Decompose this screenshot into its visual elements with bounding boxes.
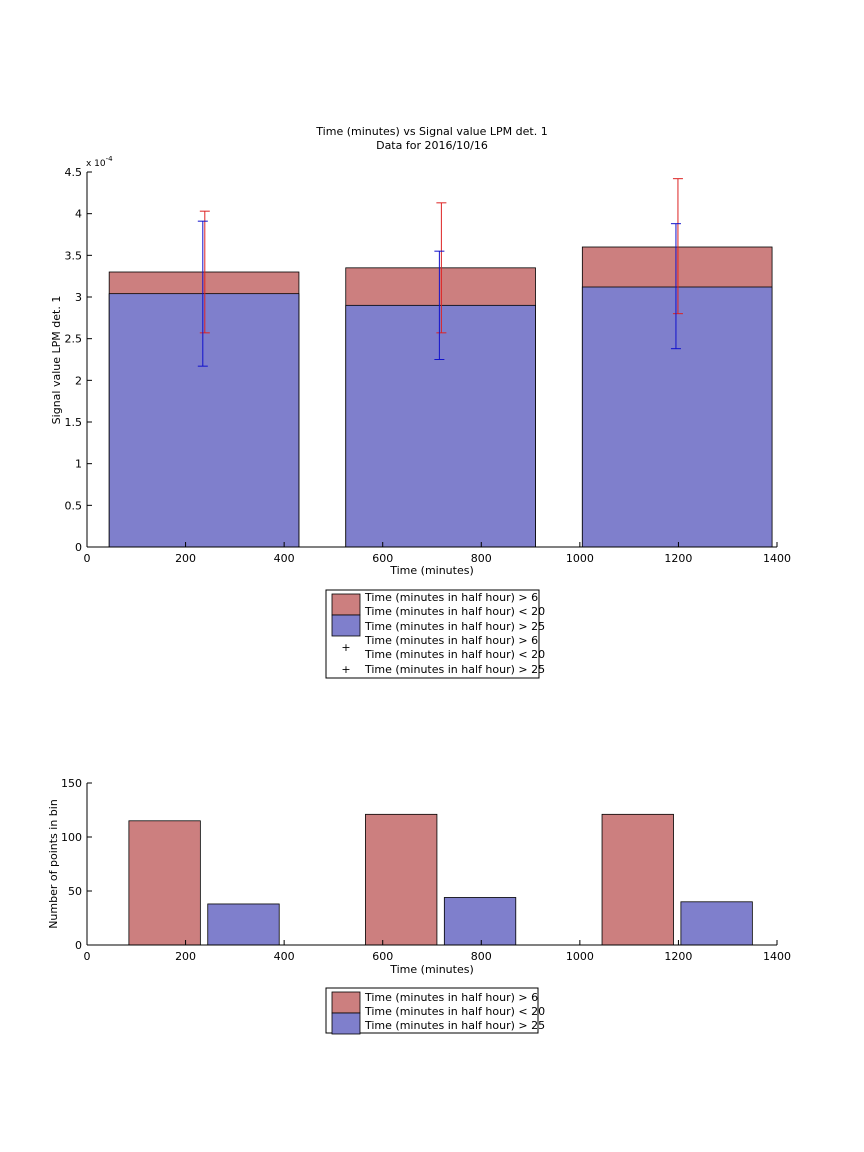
legend-patch-1 [331, 614, 361, 637]
count-bar-0 [128, 820, 201, 946]
bar-gt25-2 [581, 286, 773, 548]
chart1-axes: 0 200 400 600 800 1000 1200 1400 0 0.5 1 1.5 2 2.5 3 3.… [65, 166, 792, 565]
count-bar-5 [680, 901, 753, 946]
chart1-y-tick-label: 1 [75, 458, 82, 471]
chart1-y-tick-label: 2 [75, 374, 82, 387]
chart1-y-tick-label: 0 [75, 541, 82, 554]
count-bar-2 [365, 813, 438, 946]
chart2-xlabel: Time (minutes) [389, 963, 474, 976]
chart1-x-tick-label: 1400 [763, 552, 791, 565]
chart1-x-tick-label: 1200 [664, 552, 692, 565]
chart1-xlabel: Time (minutes) [389, 564, 474, 577]
chart1-y-exponent-power: -4 [106, 155, 114, 163]
chart1-bars [108, 246, 773, 548]
chart2-axes: 0 200 400 600 800 1000 1200 1400 0 50 100 150 [61, 777, 791, 963]
chart1-y-exponent: x 10-4 [86, 155, 113, 169]
count-bar-4 [601, 813, 674, 946]
bar-gt25-0 [108, 293, 300, 548]
chart1-x-tick-label: 400 [274, 552, 295, 565]
chart1-y-exponent-base: x 10 [86, 159, 106, 169]
chart1-ylabel: Signal value LPM det. 1 [50, 296, 63, 425]
chart1-title: Time (minutes) vs Signal value LPM det. … [315, 125, 547, 138]
chart2-x-tick-label: 1200 [664, 950, 692, 963]
legend-label-1: Time (minutes in half hour) > 25 [364, 620, 545, 633]
chart1-y-tick-label: 4.5 [65, 166, 83, 179]
legend-label-3: Time (minutes in half hour) > 25 [364, 663, 545, 676]
chart2-bars [128, 813, 753, 946]
chart1-x-tick-label: 800 [471, 552, 492, 565]
legend-label-2: Time (minutes in half hour) > 6 [364, 634, 538, 647]
chart2-legend-label-0: Time (minutes in half hour) > 6 [364, 991, 538, 1004]
chart2-y-tick-label: 150 [61, 777, 82, 790]
chart2-x-tick-label: 1000 [566, 950, 594, 963]
count-bar-3 [443, 897, 517, 946]
chart2-y-tick-label: 0 [75, 939, 82, 952]
chart1-y-tick-label: 3 [75, 291, 82, 304]
chart1-x-tick-label: 600 [372, 552, 393, 565]
chart2-x-tick-label: 400 [274, 950, 295, 963]
count-bar-1 [207, 903, 280, 946]
chart1-legend-box [325, 589, 540, 679]
chart2-legend-label-1: Time (minutes in half hour) > 25 [364, 1019, 545, 1032]
legend-label-0: Time (minutes in half hour) > 6 [364, 591, 538, 604]
legend-label2-2: Time (minutes in half hour) < 20 [364, 648, 545, 661]
chart2-x-tick-label: 600 [372, 950, 393, 963]
chart2-x-tick-label: 800 [471, 950, 492, 963]
chart2-legend-box [325, 987, 539, 1034]
chart2-legend-patch-0 [331, 991, 361, 1014]
chart1-subtitle: Data for 2016/10/16 [376, 139, 488, 152]
chart1-errorbars [197, 178, 683, 367]
chart1-x-tick-label: 1000 [566, 552, 594, 565]
chart1-y-tick-label: 2.5 [65, 333, 83, 346]
legend-marker-3: + [341, 663, 350, 676]
legend-patch-0 [331, 593, 361, 616]
chart1-x-tick-label: 0 [84, 552, 91, 565]
chart2-legend-patch-1 [331, 1012, 361, 1035]
chart2-legend-label2-0: Time (minutes in half hour) < 20 [364, 1005, 545, 1018]
chart2-x-tick-label: 0 [84, 950, 91, 963]
chart2-x-tick-label: 1400 [763, 950, 791, 963]
chart1-y-tick-label: 3.5 [65, 249, 83, 262]
chart2-x-tick-label: 200 [175, 950, 196, 963]
chart1-y-tick-label: 4 [75, 208, 82, 221]
legend-label2-0: Time (minutes in half hour) < 20 [364, 605, 545, 618]
chart2-y-tick-label: 100 [61, 831, 82, 844]
bar-gt25-1 [345, 304, 536, 548]
chart2-ylabel: Number of points in bin [47, 799, 60, 929]
chart2-y-tick-label: 50 [68, 885, 82, 898]
chart1-x-tick-label: 200 [175, 552, 196, 565]
legend-marker-2: + [341, 641, 350, 654]
chart1-y-tick-label: 1.5 [65, 416, 83, 429]
chart1-y-tick-label: 0.5 [65, 499, 83, 512]
